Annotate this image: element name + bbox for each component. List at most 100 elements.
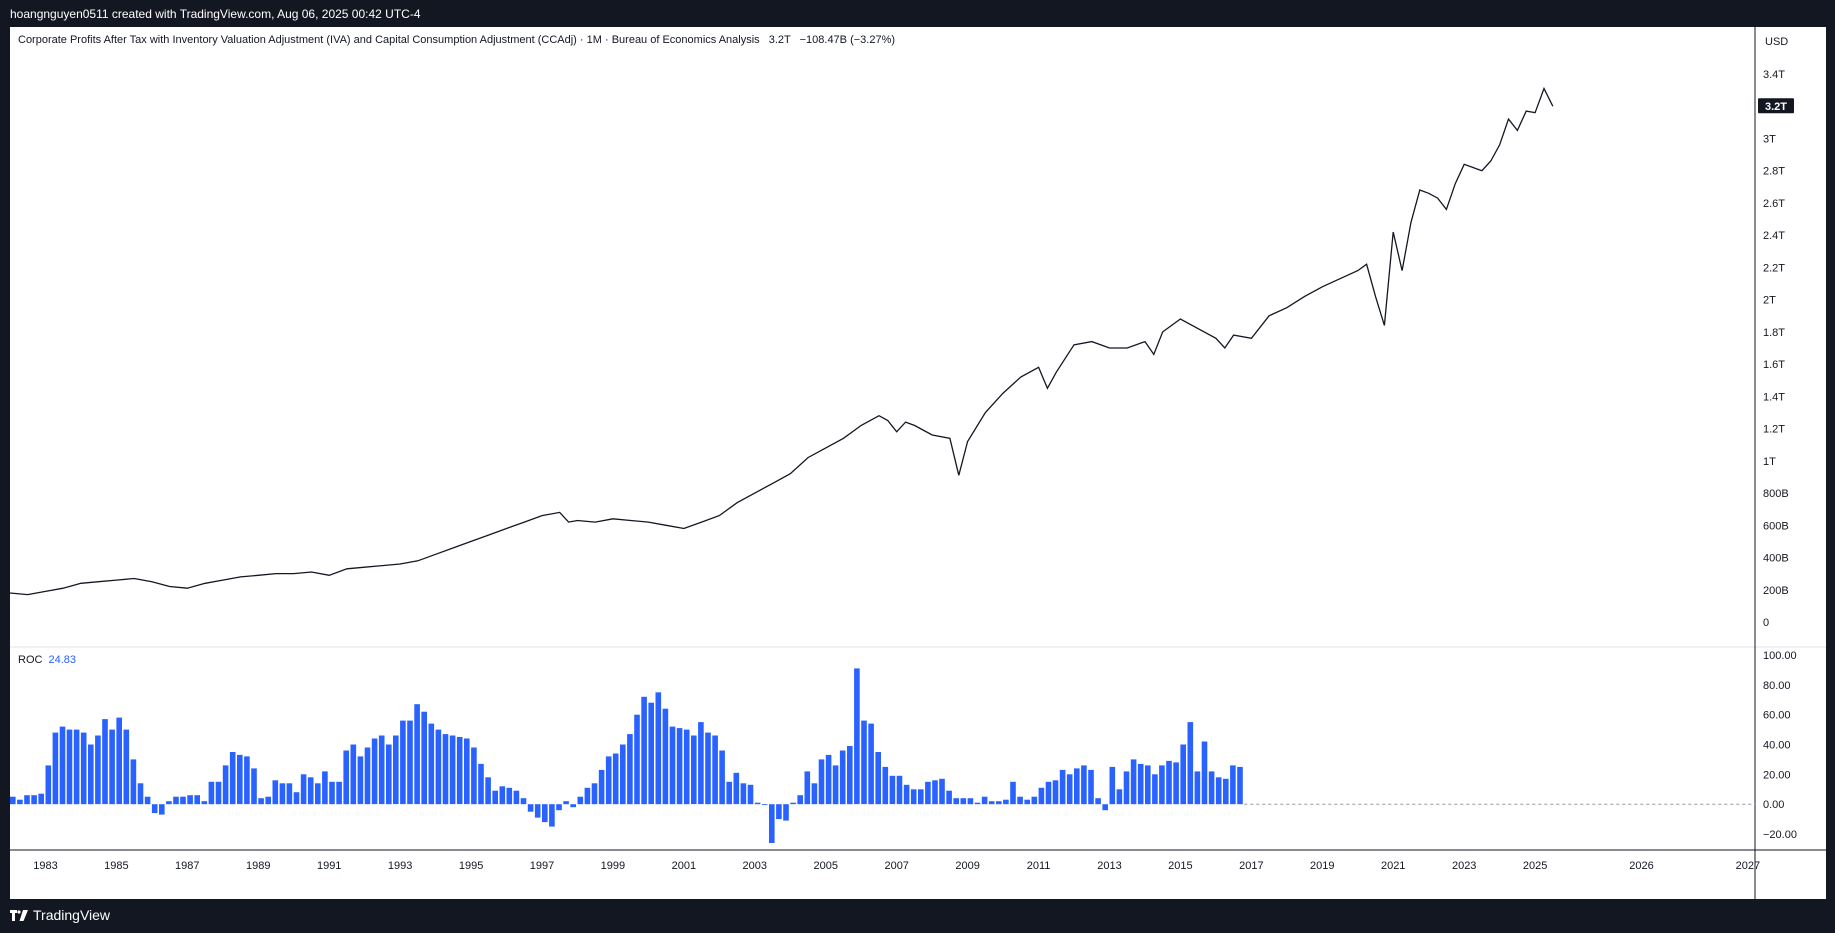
roc-bar: [683, 729, 690, 805]
roc-bar: [839, 750, 846, 805]
roc-bar: [698, 722, 704, 805]
roc-bar: [215, 781, 222, 805]
price-tick-label: 600B: [1763, 520, 1789, 532]
roc-bar: [712, 735, 718, 805]
roc-bar: [655, 692, 662, 805]
price-tick-label: 3T: [1763, 134, 1776, 146]
chart-canvas[interactable]: 3.4T 3T 2.8T 2.6T 2.4T 2.2T 2T 1.8T 1.6T 1.4T 1.2T…: [10, 27, 1826, 899]
roc-bar: [634, 714, 640, 805]
roc-bar: [612, 753, 619, 805]
legend-separator: ·: [579, 34, 587, 46]
roc-bar: [527, 804, 534, 812]
time-tick-label: 2027: [1736, 860, 1760, 872]
roc-bar: [1074, 768, 1080, 805]
roc-bar: [251, 768, 257, 805]
roc-bar: [1159, 765, 1165, 805]
price-tick-label: 3.4T: [1763, 69, 1785, 81]
series-source: Bureau of Economics Analysis: [611, 34, 760, 46]
top-bar: hoangnguyen0511 created with TradingView…: [0, 0, 1835, 27]
roc-bar: [1223, 778, 1229, 805]
roc-bar: [520, 798, 527, 805]
roc-bar: [17, 799, 23, 805]
roc-bar: [336, 781, 342, 805]
roc-bar: [598, 769, 605, 805]
tradingview-logo[interactable]: TradingView: [10, 907, 110, 923]
time-tick-label: 2019: [1310, 860, 1334, 872]
roc-bar: [832, 765, 839, 805]
roc-bar: [1137, 763, 1144, 805]
time-tick-label: 2017: [1239, 860, 1263, 872]
roc-bar: [549, 804, 555, 827]
time-tick-label: 1987: [175, 860, 199, 872]
roc-bar: [584, 787, 591, 805]
roc-bar: [80, 732, 87, 805]
legend-separator: ·: [604, 34, 612, 46]
tradingview-logo-icon: [10, 909, 28, 921]
roc-bar: [187, 795, 193, 805]
roc-bar: [783, 804, 789, 821]
roc-bar: [705, 732, 711, 805]
roc-bar: [910, 789, 917, 805]
roc-bar: [1038, 787, 1045, 805]
roc-bar: [556, 804, 562, 811]
series-legend[interactable]: Corporate Profits After Tax with Invento…: [18, 34, 895, 46]
roc-axis[interactable]: 100.00 80.00 60.00 40.00 20.00 0.00 −20.00: [1763, 650, 1797, 841]
roc-legend[interactable]: ROC 24.83: [18, 654, 76, 666]
roc-bar: [1109, 766, 1116, 805]
roc-bar: [24, 795, 30, 805]
roc-bar: [1102, 804, 1108, 811]
roc-tick-label: 60.00: [1763, 710, 1791, 722]
roc-bar: [45, 765, 52, 805]
roc-bar: [464, 738, 470, 805]
roc-bar: [861, 720, 867, 805]
roc-bar: [272, 780, 279, 805]
time-tick-label: 2011: [1027, 860, 1051, 872]
roc-value: 24.83: [48, 654, 76, 666]
time-axis[interactable]: 1983 1985 1987 1989 1991 1993 1995 1997 1999 2001…: [33, 860, 1760, 872]
roc-bar: [974, 802, 981, 805]
price-tick-label: 1.6T: [1763, 359, 1785, 371]
price-tick-label: 2.4T: [1763, 230, 1785, 242]
roc-bar: [116, 717, 122, 805]
roc-tick-label: 40.00: [1763, 740, 1791, 752]
roc-bar: [293, 792, 300, 805]
roc-bar: [769, 804, 775, 843]
series-interval: 1M: [586, 34, 602, 46]
time-tick-label: 2009: [955, 860, 979, 872]
roc-bar: [1052, 780, 1059, 805]
roc-bar: [407, 720, 413, 805]
roc-bar: [151, 804, 158, 814]
roc-bar: [754, 802, 761, 805]
roc-bar: [605, 756, 612, 805]
roc-bar: [102, 719, 108, 805]
roc-bar: [265, 796, 271, 805]
roc-bar: [761, 804, 768, 805]
roc-bar: [343, 750, 349, 805]
roc-bar: [1123, 771, 1130, 805]
time-tick-label: 2026: [1629, 860, 1653, 872]
currency-label[interactable]: USD: [1765, 36, 1788, 48]
roc-bar: [591, 783, 598, 805]
roc-bar: [144, 796, 151, 805]
series-change: −108.47B (−3.27%): [799, 34, 896, 46]
roc-bar: [868, 723, 874, 805]
roc-bar: [10, 796, 16, 805]
price-axis[interactable]: 3.4T 3T 2.8T 2.6T 2.4T 2.2T 2T 1.8T 1.6T 1.4T 1.2T…: [1763, 69, 1789, 629]
price-tick-label: 1.2T: [1763, 424, 1785, 436]
price-tick-label: 2.8T: [1763, 166, 1785, 178]
brand-name: TradingView: [33, 907, 111, 923]
roc-bar: [1187, 722, 1194, 805]
roc-bar: [563, 801, 569, 805]
roc-bar: [1152, 774, 1158, 805]
roc-bar: [953, 798, 959, 805]
roc-bar: [577, 796, 584, 805]
roc-bar: [669, 726, 676, 805]
time-tick-label: 1993: [388, 860, 412, 872]
time-tick-label: 1985: [104, 860, 128, 872]
roc-bar: [73, 729, 80, 805]
chart-frame[interactable]: 3.4T 3T 2.8T 2.6T 2.4T 2.2T 2T 1.8T 1.6T 1.4T 1.2T…: [10, 27, 1826, 899]
roc-bar: [478, 763, 484, 805]
roc-bar: [130, 759, 137, 805]
roc-bar: [747, 784, 754, 805]
roc-bar: [59, 726, 66, 805]
